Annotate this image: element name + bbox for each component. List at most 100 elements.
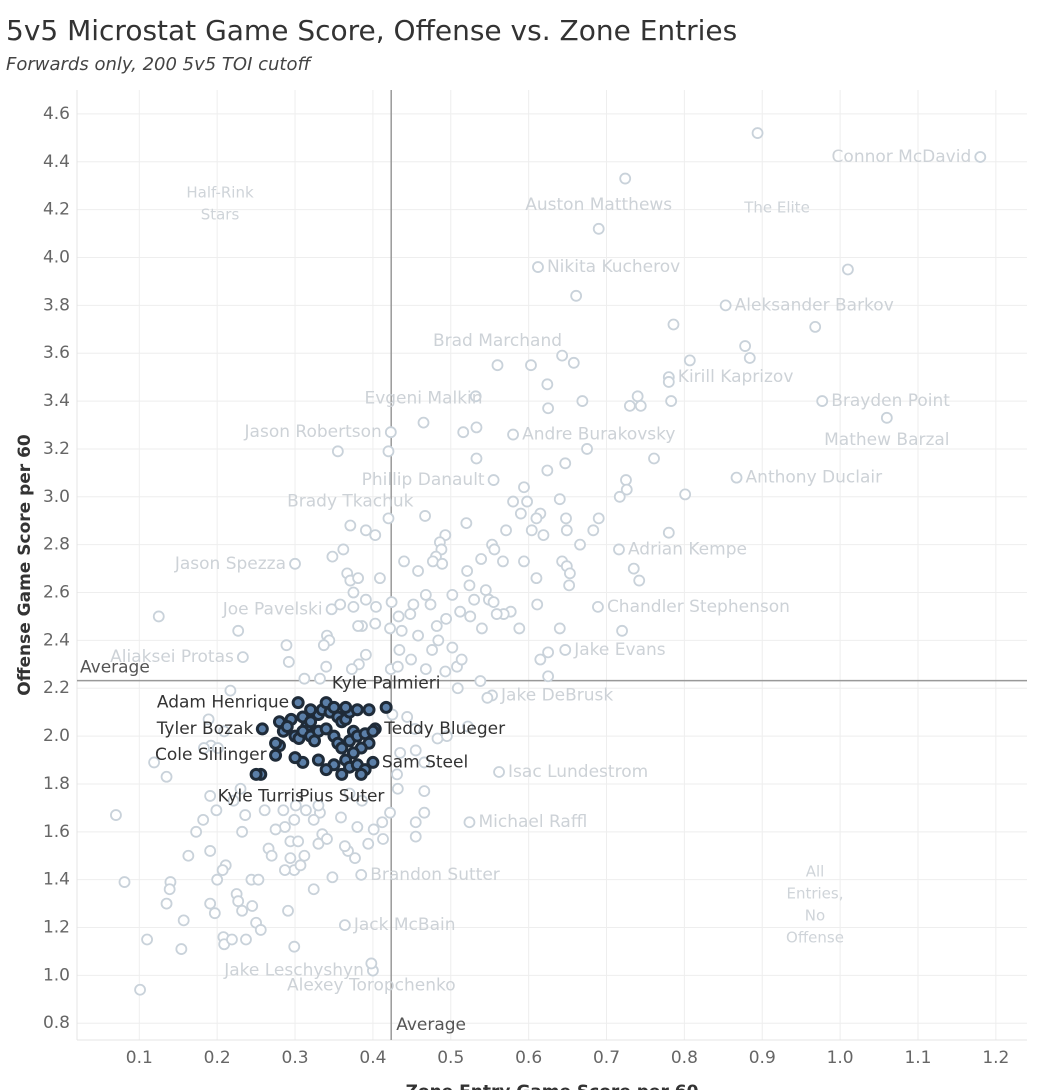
point bbox=[352, 572, 365, 585]
point bbox=[334, 598, 347, 611]
point bbox=[613, 490, 626, 503]
point bbox=[463, 579, 476, 592]
point bbox=[507, 428, 519, 441]
point bbox=[224, 684, 237, 697]
point bbox=[576, 395, 589, 407]
point bbox=[634, 399, 647, 412]
point bbox=[648, 452, 660, 465]
point bbox=[404, 608, 417, 620]
point bbox=[418, 806, 431, 819]
point bbox=[683, 354, 696, 367]
point-label: Aliaksei Protas bbox=[110, 647, 234, 667]
point bbox=[719, 299, 732, 312]
point bbox=[491, 359, 504, 372]
chart-title: 5v5 Microstat Game Score, Offense vs. Zo… bbox=[6, 14, 737, 47]
point-label: Isac Lundestrom bbox=[508, 762, 648, 782]
point bbox=[365, 957, 378, 970]
point bbox=[424, 598, 437, 611]
point bbox=[560, 524, 573, 537]
point bbox=[269, 823, 282, 836]
y-tick-label: 4.6 bbox=[43, 104, 70, 124]
point bbox=[232, 895, 245, 908]
highlight-point bbox=[255, 722, 269, 736]
point bbox=[455, 653, 468, 666]
y-tick-label: 1.6 bbox=[43, 822, 70, 842]
point bbox=[258, 804, 271, 817]
point bbox=[412, 565, 424, 577]
point-label: Andre Burakovsky bbox=[522, 425, 675, 445]
point bbox=[842, 263, 854, 276]
point bbox=[202, 713, 215, 726]
y-tick-label: 4.2 bbox=[43, 200, 70, 220]
point bbox=[175, 943, 188, 955]
quadrant-annotation: No bbox=[805, 907, 825, 925]
point bbox=[307, 883, 320, 896]
point bbox=[218, 725, 231, 738]
point bbox=[240, 933, 252, 946]
y-tick-label: 1.0 bbox=[43, 965, 70, 985]
point bbox=[182, 849, 195, 862]
y-tick-label: 1.4 bbox=[43, 870, 70, 890]
point bbox=[493, 766, 505, 778]
point bbox=[587, 524, 600, 537]
point bbox=[426, 555, 439, 568]
point bbox=[359, 524, 372, 537]
point-label: Adam Henrique bbox=[157, 693, 289, 713]
point bbox=[567, 356, 580, 369]
y-tick-label: 2.6 bbox=[43, 583, 70, 603]
point bbox=[743, 352, 756, 364]
point bbox=[282, 904, 294, 917]
point bbox=[454, 605, 467, 618]
point bbox=[532, 261, 544, 273]
quadrant-annotation: Offense bbox=[786, 929, 844, 947]
point bbox=[623, 399, 636, 412]
point-label: Brad Marchand bbox=[433, 331, 562, 351]
point bbox=[620, 483, 633, 496]
point bbox=[356, 794, 368, 807]
point bbox=[470, 452, 483, 465]
point bbox=[239, 809, 252, 821]
point bbox=[392, 610, 405, 623]
quadrant-annotation: Entries, bbox=[786, 885, 843, 903]
x-tick-label: 1.1 bbox=[904, 1048, 931, 1068]
point bbox=[326, 550, 339, 563]
point bbox=[391, 660, 404, 673]
point bbox=[809, 321, 822, 333]
point bbox=[665, 395, 678, 407]
highlight-point bbox=[366, 724, 380, 738]
quadrant-annotation: Stars bbox=[201, 206, 240, 224]
point bbox=[384, 426, 397, 439]
point bbox=[226, 933, 238, 946]
point bbox=[592, 222, 605, 235]
point bbox=[487, 474, 500, 486]
highlight-point bbox=[249, 767, 263, 781]
y-tick-label: 3.0 bbox=[43, 487, 70, 507]
point bbox=[463, 816, 476, 829]
point bbox=[382, 445, 395, 458]
point-label: Pius Suter bbox=[299, 786, 384, 806]
point bbox=[190, 825, 203, 838]
highlight-point bbox=[311, 753, 325, 767]
point bbox=[337, 543, 350, 556]
point bbox=[417, 416, 430, 429]
highlight-point bbox=[304, 715, 318, 729]
point bbox=[412, 629, 424, 642]
point bbox=[574, 538, 586, 551]
point bbox=[160, 770, 173, 783]
point bbox=[525, 524, 538, 537]
point-label: Evgeni Malkin bbox=[364, 389, 482, 409]
point-label: Alexey Toropchenko bbox=[287, 975, 456, 995]
point bbox=[246, 900, 259, 912]
point bbox=[232, 624, 245, 637]
y-tick-label: 4.4 bbox=[43, 152, 70, 172]
point bbox=[613, 543, 625, 556]
point bbox=[436, 557, 449, 570]
highlight-point bbox=[366, 755, 380, 769]
point bbox=[542, 402, 555, 415]
point bbox=[559, 644, 572, 656]
point bbox=[359, 648, 372, 661]
point-label: Adrian Kempe bbox=[628, 539, 747, 559]
point bbox=[490, 608, 503, 620]
point bbox=[419, 589, 432, 601]
point bbox=[359, 593, 372, 606]
